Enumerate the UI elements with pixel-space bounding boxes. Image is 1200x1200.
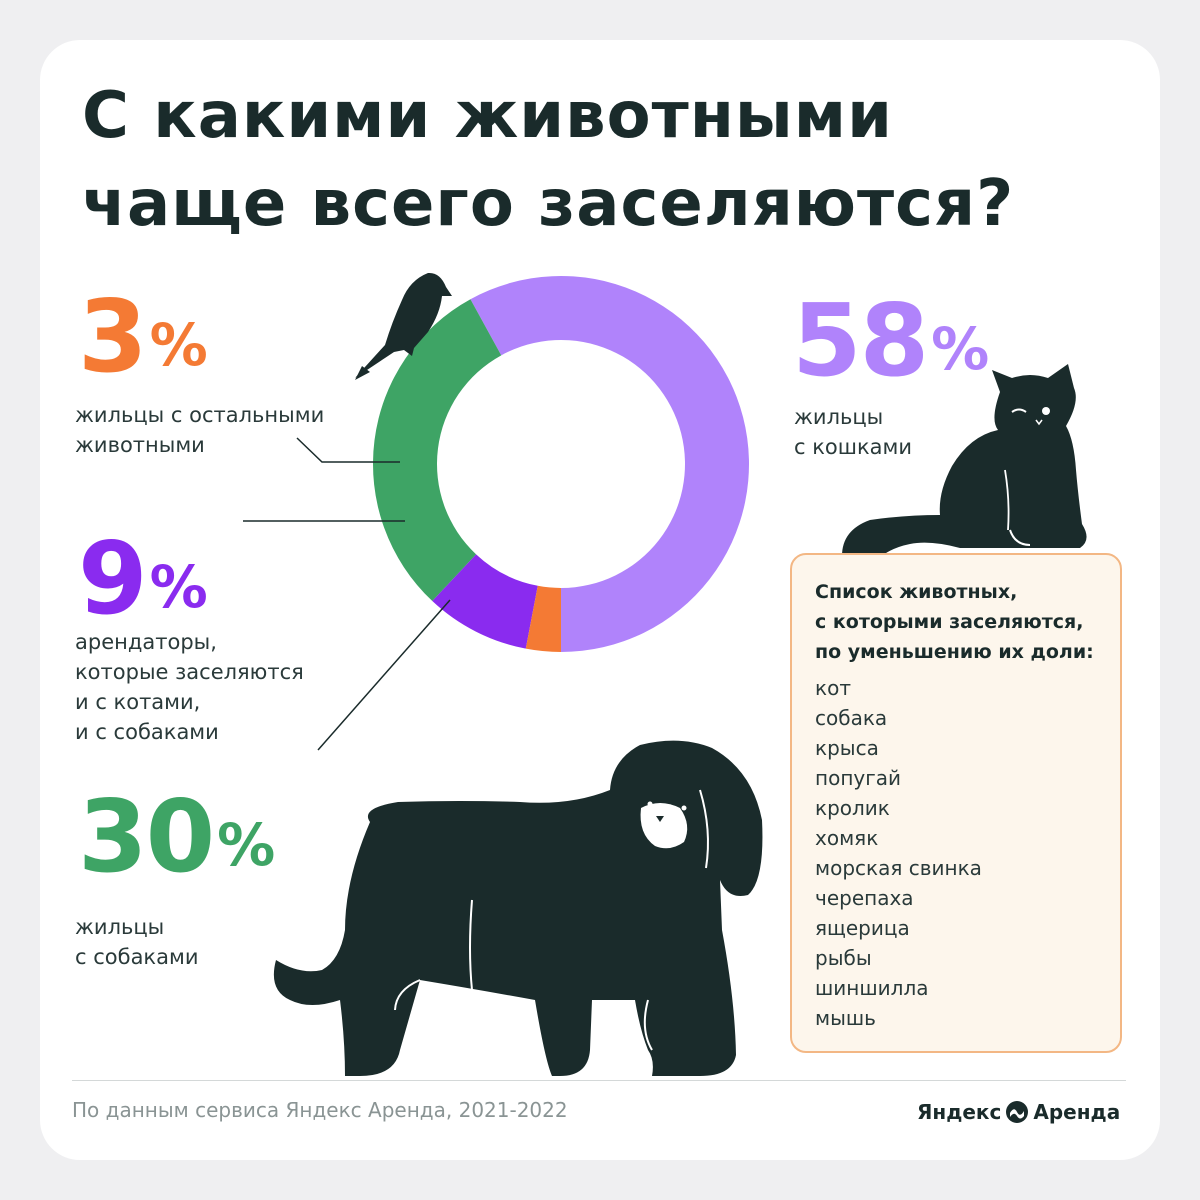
list-item: рыбы bbox=[815, 946, 872, 970]
stat-cats-number: 58 bbox=[792, 282, 929, 399]
stat-other-caption: жильцы с остальными животными bbox=[75, 400, 324, 460]
stat-both-caption: арендаторы, которые заселяются и с котам… bbox=[75, 627, 304, 747]
list-title-line: с которыми заселяются, bbox=[815, 611, 1084, 633]
stat-cats-percent: % bbox=[931, 315, 989, 383]
caption-line: и с собаками bbox=[75, 720, 219, 744]
list-title-line: Список животных, bbox=[815, 581, 1018, 603]
animal-list-panel: Список животных, с которыми заселяются, … bbox=[790, 553, 1122, 1053]
list-item: кот bbox=[815, 676, 851, 700]
cat-icon bbox=[842, 364, 1087, 572]
stat-dogs-value: 30% bbox=[78, 778, 275, 895]
list-item: попугай bbox=[815, 766, 901, 790]
list-item: морская свинка bbox=[815, 856, 982, 880]
stat-both-percent: % bbox=[149, 553, 208, 621]
caption-line: жильцы с остальными bbox=[75, 403, 325, 427]
list-item: мышь bbox=[815, 1006, 876, 1030]
list-item: кролик bbox=[815, 796, 890, 820]
donut-slice-cats bbox=[470, 275, 749, 652]
stat-other-number: 3 bbox=[78, 278, 148, 395]
caption-line: которые заселяются bbox=[75, 660, 304, 684]
stat-both-number: 9 bbox=[78, 520, 148, 637]
page-title: С какими животными чаще всего заселяются… bbox=[82, 72, 1014, 248]
donut-slices bbox=[372, 275, 749, 652]
caption-line: жильцы bbox=[75, 915, 165, 939]
brand-logo: Яндекс Аренда bbox=[917, 1100, 1120, 1124]
donut-slice-dogs bbox=[372, 299, 502, 602]
donut-slice-both bbox=[432, 554, 538, 649]
list-item: крыса bbox=[815, 736, 879, 760]
title-line-1: С какими животными bbox=[82, 79, 893, 153]
stat-dogs-caption: жильцы с собаками bbox=[75, 912, 198, 972]
stat-other-percent: % bbox=[149, 311, 208, 379]
list-item: шиншилла bbox=[815, 976, 929, 1000]
leader-line-other bbox=[296, 437, 400, 463]
title-line-2: чаще всего заселяются? bbox=[82, 167, 1015, 241]
stat-dogs-number: 30 bbox=[78, 778, 215, 895]
source-note: По данным сервиса Яндекс Аренда, 2021-20… bbox=[72, 1098, 568, 1122]
caption-line: животными bbox=[75, 433, 205, 457]
caption-line: жильцы bbox=[794, 405, 884, 429]
bird-icon bbox=[355, 272, 452, 380]
stat-cats-caption: жильцы с кошками bbox=[794, 402, 912, 462]
caption-line: с кошками bbox=[794, 435, 913, 459]
caption-line: и с котами, bbox=[75, 690, 201, 714]
animal-list: кот собака крыса попугай кролик хомяк мо… bbox=[815, 673, 1100, 1033]
list-title-line: по уменьшению их доли: bbox=[815, 641, 1094, 663]
footer-divider bbox=[72, 1080, 1126, 1081]
animal-list-title: Список животных, с которыми заселяются, … bbox=[815, 577, 1100, 667]
list-item: черепаха bbox=[815, 886, 914, 910]
yandex-arenda-logo-icon bbox=[1006, 1101, 1029, 1123]
stat-other-value: 3% bbox=[78, 278, 208, 395]
dog-icon bbox=[273, 740, 763, 1076]
leader-lines bbox=[243, 437, 451, 751]
stat-cats-value: 58% bbox=[792, 282, 989, 399]
stat-both-value: 9% bbox=[78, 520, 208, 637]
list-item: ящерица bbox=[815, 916, 910, 940]
donut-slice-other bbox=[525, 585, 561, 652]
caption-line: с собаками bbox=[75, 945, 199, 969]
list-item: хомяк bbox=[815, 826, 879, 850]
caption-line: арендаторы, bbox=[75, 630, 217, 654]
brand-name-left: Яндекс bbox=[917, 1100, 1002, 1124]
list-item: собака bbox=[815, 706, 888, 730]
brand-name-right: Аренда bbox=[1033, 1100, 1121, 1124]
leader-line-dogs bbox=[317, 599, 451, 751]
stat-dogs-percent: % bbox=[217, 811, 275, 879]
